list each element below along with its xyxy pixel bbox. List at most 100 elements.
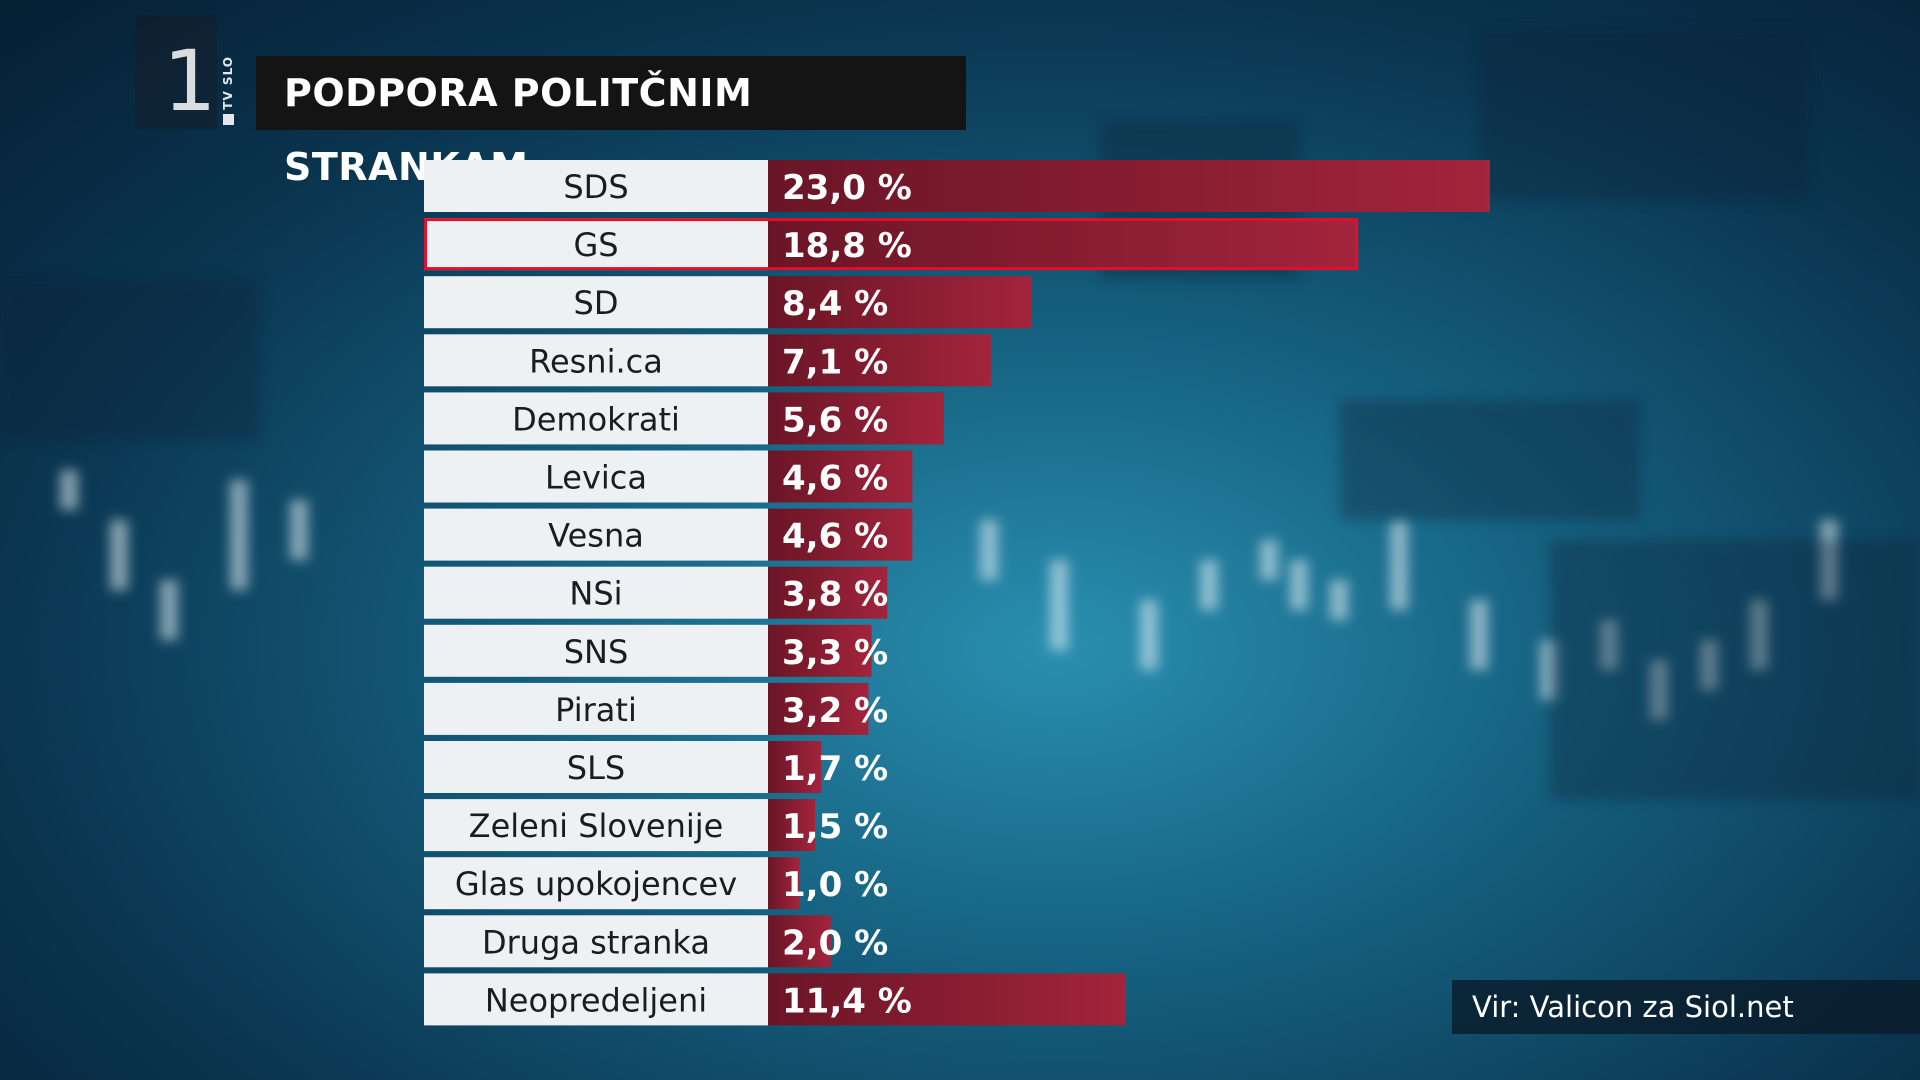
background-candle	[290, 500, 308, 560]
value-label: 1,0 %	[782, 865, 888, 905]
value-label: 1,5 %	[782, 807, 888, 847]
category-label: SDS	[563, 168, 628, 206]
background-candle	[110, 520, 128, 590]
category-label: Zeleni Slovenije	[469, 807, 724, 845]
category-label: Neopredeljeni	[485, 981, 707, 1019]
bar	[768, 799, 816, 852]
background-candle	[1140, 600, 1158, 670]
bar	[768, 973, 1126, 1026]
value-label: 2,0 %	[782, 923, 888, 963]
category-label-box	[424, 973, 768, 1026]
chart-row: Glas upokojencev 1,0 %	[424, 857, 888, 910]
bar	[768, 334, 991, 387]
chart-row: SNS 3,3 %	[424, 624, 888, 677]
category-label-box	[424, 799, 768, 852]
category-label-box	[424, 450, 768, 503]
category-label-box	[424, 682, 768, 735]
category-label: SLS	[567, 749, 625, 787]
category-label-box	[424, 508, 768, 561]
category-label-box	[424, 915, 768, 968]
bar	[768, 276, 1032, 329]
chart-row: Pirati 3,2 %	[424, 682, 888, 735]
background-candle	[1390, 520, 1408, 610]
channel-label: TV SLO	[218, 56, 238, 130]
category-label: SD	[574, 284, 619, 322]
background-candle	[1290, 560, 1308, 610]
chart-row: Zeleni Slovenije 1,5 %	[424, 799, 888, 852]
category-label: Vesna	[548, 517, 644, 555]
background-candle	[160, 580, 178, 640]
value-label: 3,3 %	[782, 633, 888, 673]
chart-row: NSi 3,8 %	[424, 566, 888, 619]
value-label: 18,8 %	[782, 226, 912, 266]
value-label: 8,4 %	[782, 284, 888, 324]
background-block	[0, 280, 260, 440]
background-candle	[1260, 540, 1278, 580]
value-label: 11,4 %	[782, 981, 912, 1021]
category-label-box	[424, 741, 768, 793]
category-label-box	[424, 276, 768, 329]
category-label-box	[424, 334, 768, 387]
value-label: 7,1 %	[782, 342, 888, 382]
background-candle	[1330, 580, 1348, 620]
value-label: 4,6 %	[782, 517, 888, 557]
chart-row: GS 18,8 %	[424, 218, 1359, 271]
bar	[768, 566, 888, 619]
category-label: Glas upokojencev	[455, 865, 737, 903]
channel-logo: 1	[135, 15, 217, 129]
chart-row: Druga stranka 2,0 %	[424, 915, 888, 968]
bar	[768, 508, 913, 561]
value-label: 3,2 %	[782, 691, 888, 731]
value-label: 3,8 %	[782, 575, 888, 615]
background-block	[1340, 400, 1640, 520]
category-label: Levica	[545, 459, 647, 497]
category-label-box	[424, 392, 768, 445]
bar	[768, 915, 831, 968]
bar	[768, 160, 1490, 212]
chart-title: PODPORA POLITČNIM STRANKAM	[256, 56, 966, 189]
chart-row: Resni.ca 7,1 %	[424, 334, 991, 387]
bar	[768, 218, 1359, 271]
category-label: Druga stranka	[482, 923, 710, 961]
bar	[768, 741, 822, 793]
bar	[768, 624, 872, 677]
chart-row: Vesna 4,6 %	[424, 508, 913, 561]
background-candle	[1050, 560, 1068, 650]
background-candle	[1470, 600, 1488, 670]
background-candle	[1200, 560, 1218, 610]
chart-row: SDS 23,0 %	[424, 160, 1490, 212]
bar	[768, 392, 944, 445]
channel-number: 1	[163, 32, 217, 130]
category-label: Demokrati	[512, 400, 680, 438]
category-label: NSi	[569, 575, 622, 613]
value-label: 23,0 %	[782, 168, 912, 208]
category-label-box	[424, 566, 768, 619]
bar	[768, 450, 913, 503]
background-candle	[230, 480, 248, 590]
category-label-box	[424, 218, 768, 271]
chart-row: Neopredeljeni 11,4 %	[424, 973, 1126, 1026]
category-label-box	[424, 624, 768, 677]
chart-row: SLS 1,7 %	[424, 741, 888, 793]
category-label: Pirati	[555, 691, 637, 729]
category-label-box	[424, 857, 768, 910]
background-candle	[60, 470, 78, 510]
category-label: GS	[573, 226, 618, 264]
value-label: 1,7 %	[782, 749, 888, 789]
background-candle	[980, 520, 998, 580]
value-label: 4,6 %	[782, 459, 888, 499]
category-label-box	[424, 160, 768, 212]
background-block	[1550, 540, 1920, 800]
value-label: 5,6 %	[782, 400, 888, 440]
chart-row: Levica 4,6 %	[424, 450, 913, 503]
bar	[768, 857, 800, 910]
bar	[768, 682, 869, 735]
background-block	[1480, 30, 1810, 200]
source-caption: Vir: Valicon za Siol.net	[1452, 980, 1920, 1034]
chart-row: SD 8,4 %	[424, 276, 1032, 329]
chart-row: Demokrati 5,6 %	[424, 392, 944, 445]
category-label: Resni.ca	[529, 342, 663, 380]
highlight-border	[424, 218, 1359, 271]
category-label: SNS	[564, 633, 629, 671]
